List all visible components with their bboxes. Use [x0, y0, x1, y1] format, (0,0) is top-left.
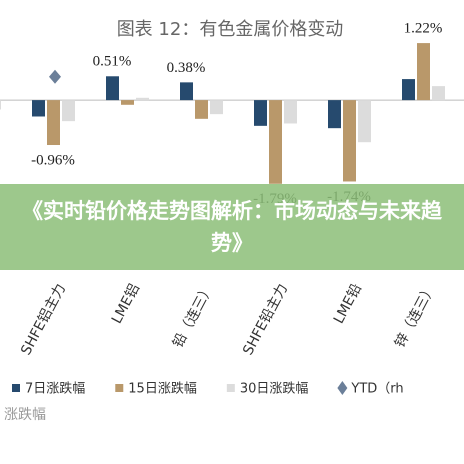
bar — [417, 43, 430, 101]
legend-swatch — [226, 384, 235, 392]
bar — [432, 86, 445, 101]
bar — [106, 76, 119, 101]
legend-label: 30日涨跌幅 — [240, 381, 309, 397]
bar — [269, 100, 282, 184]
data-label: -0.96% — [31, 152, 75, 168]
bar — [210, 100, 223, 115]
banner-line-2: 势》 — [211, 231, 253, 255]
bar — [343, 100, 356, 182]
bar — [402, 79, 415, 101]
banner-line-1: 《实时铅价格走势图解析：市场动态与未来趋 — [22, 199, 443, 223]
data-label: 0.38% — [167, 60, 206, 76]
legend-swatch — [12, 384, 20, 392]
legend-label: 7日涨跌幅 — [25, 381, 85, 397]
legend-swatch — [115, 384, 124, 392]
legend-label: 15日涨跌幅 — [128, 381, 197, 397]
bar — [62, 100, 75, 122]
bar — [358, 100, 371, 143]
bar — [47, 100, 60, 146]
bar — [32, 100, 45, 117]
chart-title: 图表 12：有色金属价格变动 — [117, 19, 344, 40]
bar — [195, 100, 208, 119]
bar — [254, 100, 267, 126]
data-label: 1.22% — [404, 21, 443, 37]
banner-band — [0, 184, 464, 270]
footer-text: 涨跌幅 — [4, 407, 46, 423]
bar — [121, 100, 134, 105]
bar — [136, 97, 149, 101]
bar — [180, 82, 193, 101]
bar — [328, 100, 341, 129]
legend-label: YTD（rh — [350, 382, 403, 397]
bar — [284, 100, 297, 124]
bar — [0, 100, 1, 110]
legend-marker — [337, 381, 348, 395]
ytd-marker — [49, 69, 61, 84]
data-label: 0.51% — [93, 54, 132, 70]
